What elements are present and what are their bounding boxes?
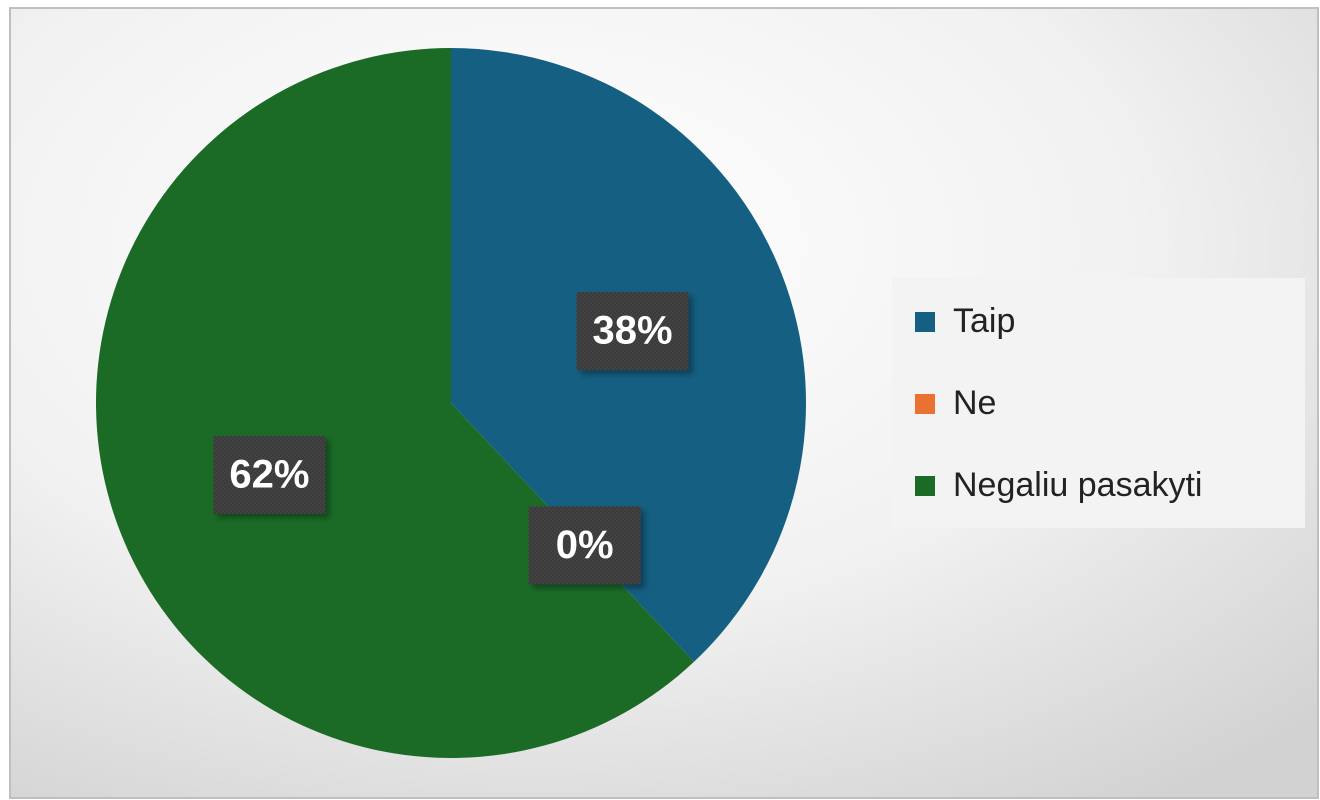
data-label-box [528, 506, 641, 585]
data-label: 0% [556, 523, 614, 567]
data-label: 38% [593, 309, 673, 353]
data-label-box [576, 292, 689, 371]
legend-label: Ne [953, 384, 996, 422]
legend-swatch [915, 394, 935, 414]
data-label-box [213, 435, 326, 514]
data-label: 62% [229, 452, 309, 496]
legend-swatch [915, 312, 935, 332]
legend-box [892, 278, 1305, 528]
legend-swatch [915, 476, 935, 496]
legend-label: Taip [953, 302, 1015, 340]
legend-label: Negaliu pasakyti [953, 466, 1202, 504]
